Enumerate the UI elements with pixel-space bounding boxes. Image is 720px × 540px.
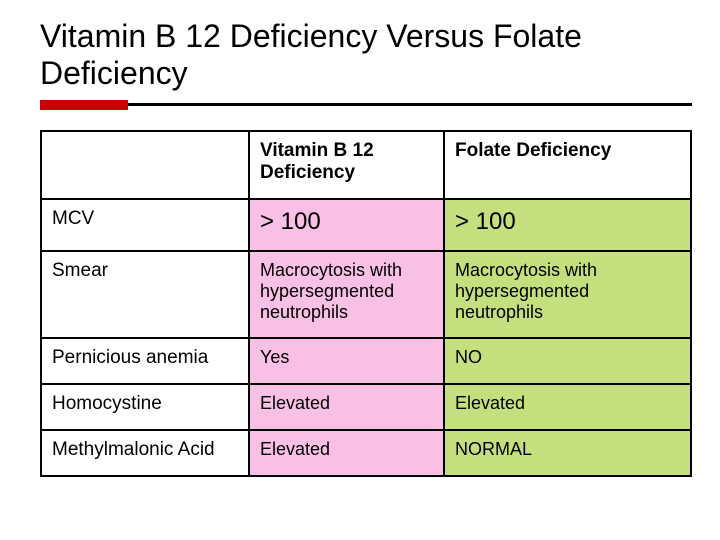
cell-folate: Elevated	[444, 384, 691, 430]
header-b12: Vitamin B 12 Deficiency	[249, 131, 444, 199]
cell-b12: Yes	[249, 338, 444, 384]
slide: Vitamin B 12 Deficiency Versus Folate De…	[0, 0, 720, 540]
row-label: Smear	[41, 251, 249, 338]
row-label: Homocystine	[41, 384, 249, 430]
row-label: Pernicious anemia	[41, 338, 249, 384]
cell-folate: > 100	[444, 199, 691, 251]
cell-b12: Elevated	[249, 430, 444, 476]
cell-b12: Elevated	[249, 384, 444, 430]
cell-b12: Macrocytosis with hypersegmented neutrop…	[249, 251, 444, 338]
row-label: Methylmalonic Acid	[41, 430, 249, 476]
table-row: Homocystine Elevated Elevated	[41, 384, 691, 430]
cell-folate: NORMAL	[444, 430, 691, 476]
slide-title: Vitamin B 12 Deficiency Versus Folate De…	[40, 18, 692, 92]
cell-folate: Macrocytosis with hypersegmented neutrop…	[444, 251, 691, 338]
header-blank	[41, 131, 249, 199]
rule-accent	[40, 100, 128, 110]
table-row: Methylmalonic Acid Elevated NORMAL	[41, 430, 691, 476]
cell-folate: NO	[444, 338, 691, 384]
row-label: MCV	[41, 199, 249, 251]
title-rule	[40, 100, 692, 110]
table-row: Smear Macrocytosis with hypersegmented n…	[41, 251, 691, 338]
header-folate: Folate Deficiency	[444, 131, 691, 199]
comparison-table: Vitamin B 12 Deficiency Folate Deficienc…	[40, 130, 692, 477]
cell-b12: > 100	[249, 199, 444, 251]
table-row: MCV > 100 > 100	[41, 199, 691, 251]
rule-thin	[40, 103, 692, 106]
table-row: Pernicious anemia Yes NO	[41, 338, 691, 384]
table-header-row: Vitamin B 12 Deficiency Folate Deficienc…	[41, 131, 691, 199]
